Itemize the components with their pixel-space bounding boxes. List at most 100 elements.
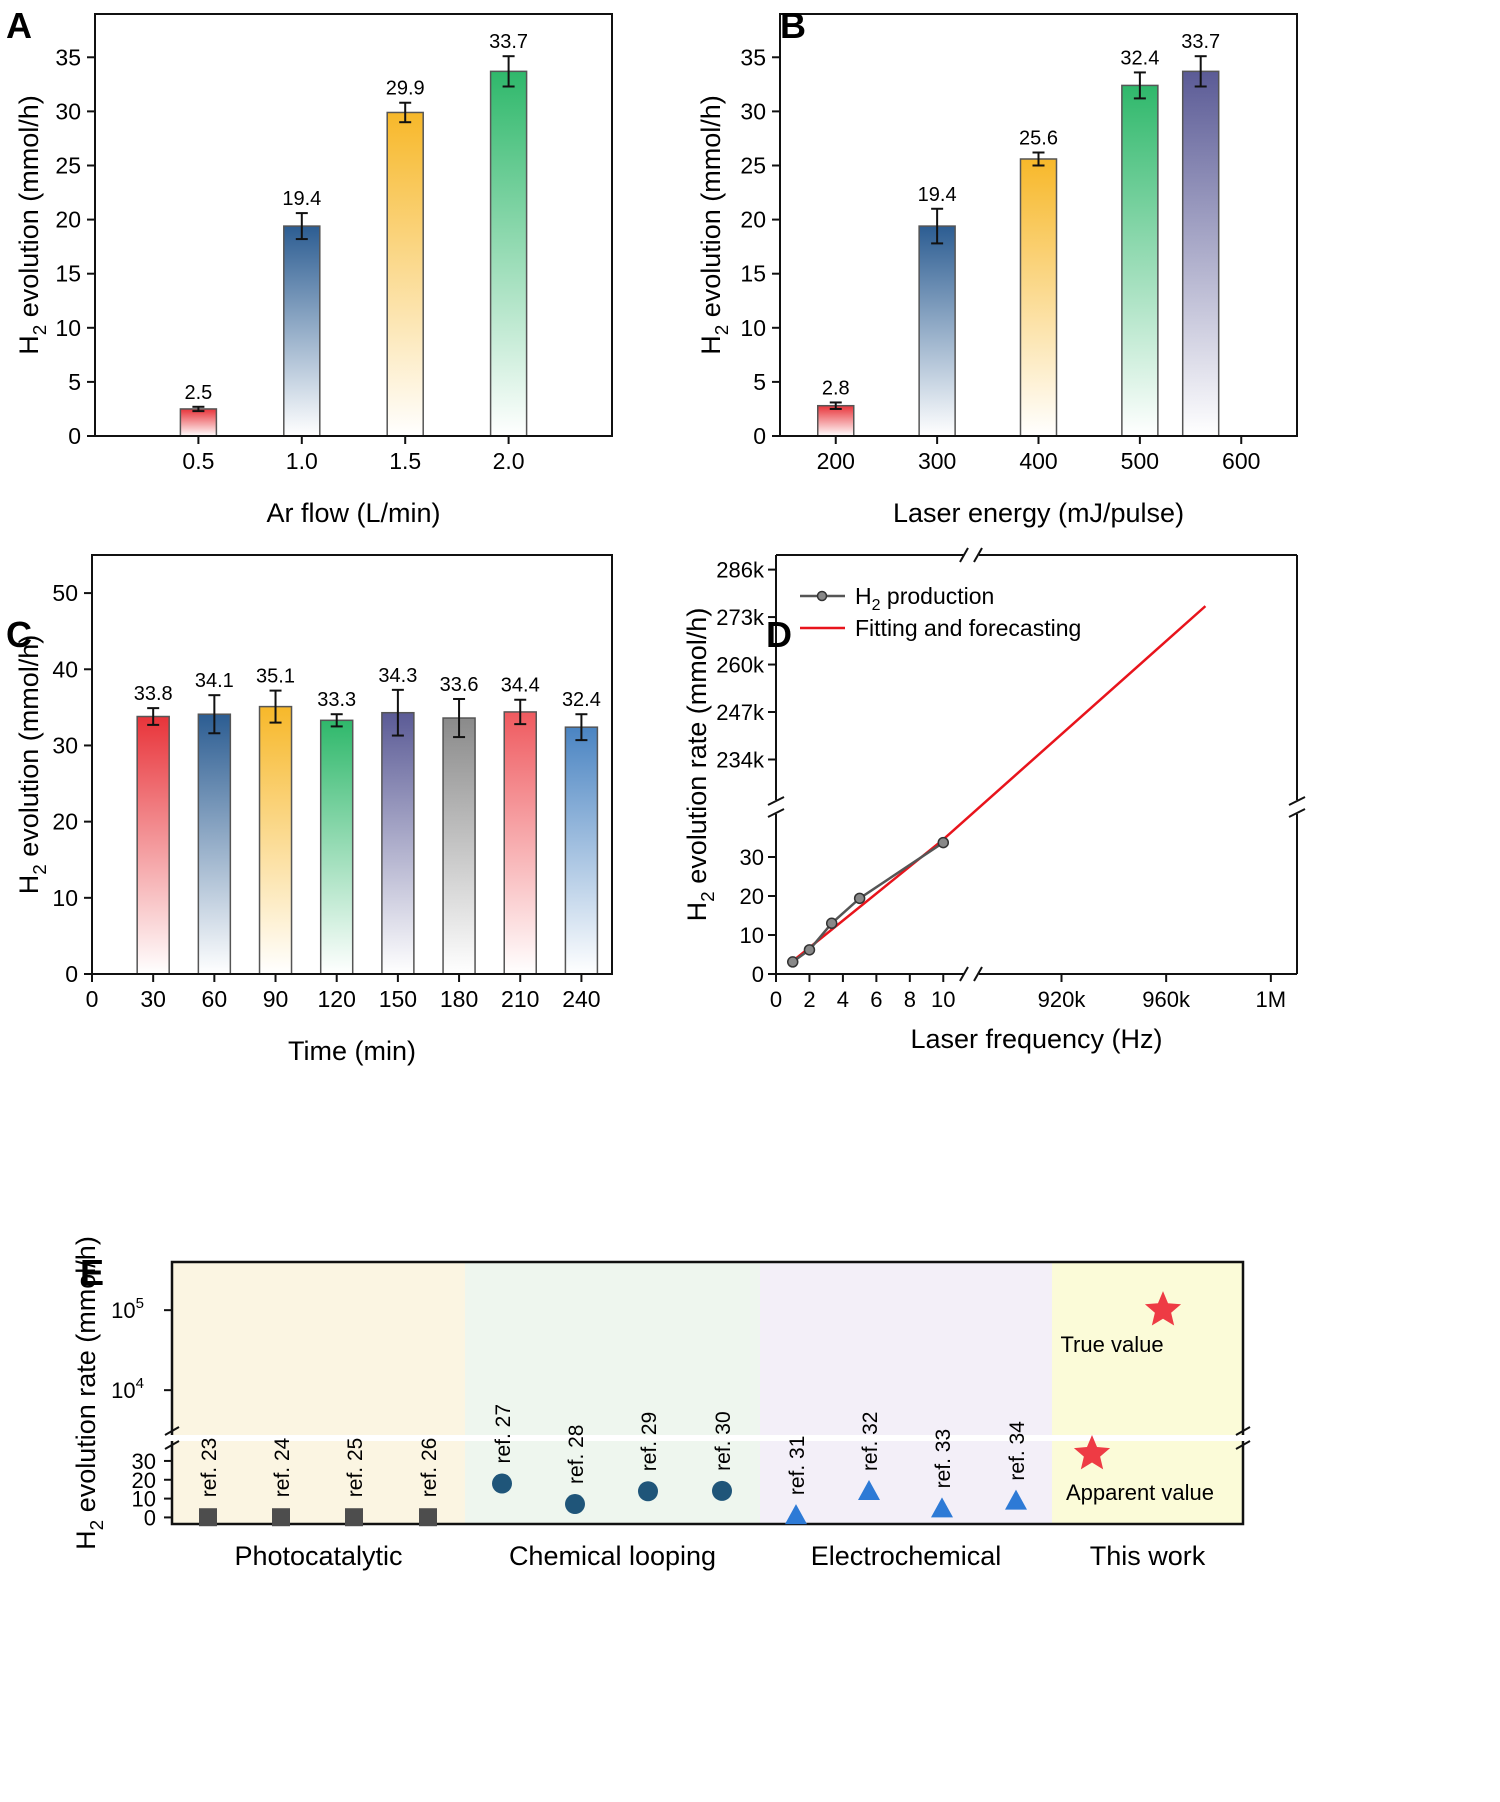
circle-marker xyxy=(712,1480,732,1501)
panel-label-e: E xyxy=(80,1252,104,1293)
reference-label: ref. 29 xyxy=(638,1412,661,1472)
circle-marker xyxy=(638,1481,658,1502)
y-tick-label: 40 xyxy=(52,656,78,682)
y-tick-label: 20 xyxy=(132,1468,156,1493)
triangle-marker xyxy=(1005,1489,1027,1510)
reference-label: ref. 27 xyxy=(492,1404,515,1464)
x-tick-label: 960k xyxy=(1142,987,1191,1012)
bar-value-label: 29.9 xyxy=(386,78,425,100)
triangle-marker xyxy=(858,1480,880,1501)
legend-label-part: production xyxy=(881,583,995,609)
legend-label-fitting: Fitting and forecasting xyxy=(855,615,1081,641)
x-tick-label: 10 xyxy=(931,987,955,1012)
data-point xyxy=(803,944,816,956)
y-tick-label: 20 xyxy=(740,207,766,233)
y-tick-label: 247k xyxy=(716,700,765,725)
triangle-marker xyxy=(931,1497,953,1518)
panel-label-d: D xyxy=(766,614,792,655)
data-point xyxy=(937,836,950,849)
y-tick-label: 10 xyxy=(52,885,78,911)
bar-value-label: 33.8 xyxy=(134,683,173,705)
axis-break-mark xyxy=(1235,1426,1251,1436)
y-axis-label-subscript: 2 xyxy=(698,891,719,902)
true-value-label: True value xyxy=(1060,1332,1163,1357)
x-tick-label: 30 xyxy=(140,986,166,1012)
y-axis-label-part: H xyxy=(14,335,44,355)
axis-break-mark xyxy=(959,966,969,982)
x-tick-label: 2 xyxy=(803,987,815,1012)
bar xyxy=(564,726,599,975)
group-label: This work xyxy=(1090,1541,1206,1571)
bar xyxy=(817,404,855,437)
x-tick-label: 1M xyxy=(1256,987,1287,1012)
x-tick-label: 400 xyxy=(1019,448,1057,474)
y-axis-label-part: evolution rate (mmol/h) xyxy=(71,1236,101,1520)
reference-label: ref. 25 xyxy=(344,1438,367,1498)
bar xyxy=(489,70,528,437)
y-tick-label-exponent: 4 xyxy=(136,1375,144,1392)
y-tick-label: 260k xyxy=(716,653,765,678)
axis-break-mark xyxy=(164,1440,180,1450)
axis-break-mark xyxy=(1288,808,1306,818)
axis-break-mark xyxy=(1235,1440,1251,1450)
bar-value-label: 33.6 xyxy=(440,674,479,696)
bar xyxy=(1121,84,1159,437)
bar xyxy=(179,408,218,437)
y-axis-label: H2 evolution rate (mmol/h) xyxy=(71,1236,108,1550)
legend-label-h2: H2 production xyxy=(855,583,994,614)
x-tick-label: 60 xyxy=(202,986,228,1012)
y-tick-label: 30 xyxy=(132,1449,156,1474)
star-marker-apparent xyxy=(1073,1434,1111,1470)
y-axis-label: H2 evolution rate (mmol/h) xyxy=(682,608,719,922)
y-tick-label: 20 xyxy=(55,207,81,233)
y-tick-label-base: 10 xyxy=(111,1378,135,1403)
x-axis-label: Laser energy (mJ/pulse) xyxy=(893,498,1184,528)
panel-d-chart: 0 2 4 6 8 10 920k 960k 1M0102030234k247k260k273k… xyxy=(682,547,1306,1054)
bar-value-label: 2.8 xyxy=(822,377,850,399)
y-axis-label-part: evolution (mmol/h) xyxy=(14,95,44,325)
bar xyxy=(1181,70,1220,437)
x-tick-label: 120 xyxy=(318,986,356,1012)
y-axis-label-part: evolution rate (mmol/h) xyxy=(682,608,712,892)
x-tick-label: 1.0 xyxy=(286,448,318,474)
x-tick-label: 2.0 xyxy=(493,448,525,474)
bar-value-label: 19.4 xyxy=(918,184,957,206)
y-tick-label: 10 xyxy=(132,1487,156,1512)
square-marker xyxy=(272,1508,290,1527)
x-tick-label: 600 xyxy=(1222,448,1260,474)
x-tick-label: 920k xyxy=(1038,987,1087,1012)
legend-marker-h2 xyxy=(816,590,828,602)
y-tick-label: 35 xyxy=(55,44,81,70)
reference-label: ref. 34 xyxy=(1006,1421,1029,1481)
group-label: Photocatalytic xyxy=(234,1541,402,1571)
x-tick-label: 500 xyxy=(1121,448,1159,474)
x-tick-label: 0 xyxy=(770,987,782,1012)
plot-frame xyxy=(91,554,613,975)
x-tick-label: 1.5 xyxy=(389,448,421,474)
axis-break-mark xyxy=(973,966,983,982)
y-axis-label-subscript: 2 xyxy=(30,325,51,336)
x-tick-label: 0.5 xyxy=(182,448,214,474)
square-marker xyxy=(419,1508,437,1527)
y-axis-label: H2 evolution (mmol/h) xyxy=(696,95,733,355)
y-tick-label: 10 xyxy=(55,315,81,341)
y-tick-label: 0 xyxy=(68,423,81,449)
axis-break-mark xyxy=(973,547,983,563)
y-tick-label: 234k xyxy=(716,747,765,772)
x-tick-label: 0 xyxy=(86,986,99,1012)
y-tick-label: 15 xyxy=(740,261,766,287)
axis-break-mark xyxy=(959,547,969,563)
y-tick-label: 0 xyxy=(753,423,766,449)
y-tick-label: 50 xyxy=(52,580,78,606)
square-marker xyxy=(345,1508,363,1527)
reference-label: ref. 32 xyxy=(859,1412,882,1472)
reference-label: ref. 30 xyxy=(712,1411,735,1471)
bar-value-label: 32.4 xyxy=(1120,47,1159,69)
y-tick-label: 286k xyxy=(716,558,765,583)
apparent-value-label: Apparent value xyxy=(1066,1480,1214,1505)
y-tick-label: 20 xyxy=(52,809,78,835)
y-tick-label: 20 xyxy=(740,884,764,909)
bar xyxy=(1019,158,1058,437)
y-axis-label-part: H xyxy=(696,335,726,355)
